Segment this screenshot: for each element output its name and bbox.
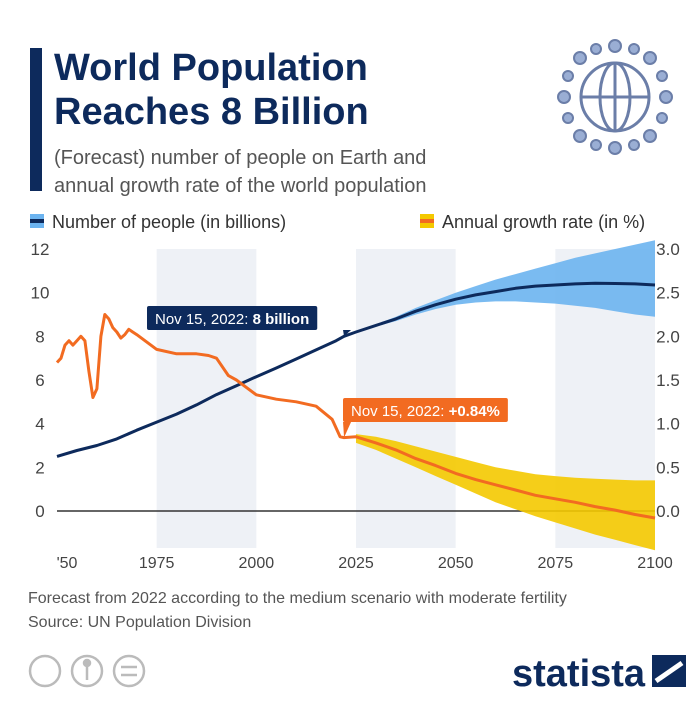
subtitle: (Forecast) number of people on Earth and (54, 147, 426, 169)
x-tick-label: '50 (57, 555, 78, 572)
x-tick-label: 2025 (338, 555, 374, 572)
y-tick-label: 0 (35, 502, 44, 521)
annotation: Nov 15, 2022: +0.84% (343, 398, 508, 438)
y-tick-label: 12 (31, 240, 50, 259)
y-tick-label: 4 (35, 415, 44, 434)
x-tick-label: 2075 (538, 555, 574, 572)
x-tick-label: 2000 (239, 555, 275, 572)
chart-title: World Population (54, 47, 368, 89)
x-tick-label: 2100 (637, 555, 673, 572)
annotation-text: Nov 15, 2022: 8 billion (155, 311, 309, 328)
y2-tick-label: 1.0 (656, 415, 680, 434)
note: Forecast from 2022 according to the medi… (28, 590, 567, 607)
legend-swatch-line (420, 219, 434, 223)
x-tick-label: 1975 (139, 555, 175, 572)
annotation: Nov 15, 2022: 8 billion (147, 306, 352, 337)
y2-tick-label: 0.5 (656, 458, 680, 477)
y2-tick-label: 2.0 (656, 327, 680, 346)
legend-label: Number of people (in billions) (52, 212, 286, 232)
title-bar (30, 48, 42, 191)
globe-icon (557, 39, 673, 155)
y2-tick-label: 0.0 (656, 502, 680, 521)
annotation-value: 8 billion (253, 311, 310, 328)
annotation-pointer (343, 422, 352, 438)
brand-mark (652, 655, 686, 687)
uncertainty-band (356, 240, 655, 332)
annotation-label: Nov 15, 2022: (155, 311, 248, 328)
chart-title: Reaches 8 Billion (54, 91, 369, 133)
legend-label: Annual growth rate (in %) (442, 212, 645, 232)
series-line (55, 313, 656, 520)
y-tick-label: 6 (35, 371, 44, 390)
legend-swatch-line (30, 219, 44, 223)
brand: statista (512, 653, 646, 695)
y-tick-label: 10 (31, 284, 50, 303)
annotation-value: +0.84% (449, 403, 500, 420)
source: Source: UN Population Division (28, 614, 251, 631)
license-icons (28, 654, 146, 688)
plot-area: '50 1975 2000 2025 2050 2075 2100 0 2 4 6 8 10 12 0.0 0… (30, 212, 680, 572)
y2-tick-label: 2.5 (656, 284, 680, 303)
y-tick-label: 2 (35, 458, 44, 477)
series-line (56, 281, 656, 458)
x-tick-label: 2050 (438, 555, 474, 572)
y2-tick-label: 3.0 (656, 240, 680, 259)
y-tick-label: 8 (35, 327, 44, 346)
annotation-pointer (343, 330, 352, 337)
annotation-box (147, 306, 318, 330)
y2-tick-label: 1.5 (656, 371, 680, 390)
annotation-box (343, 398, 508, 422)
annotation-text: Nov 15, 2022: +0.84% (351, 403, 500, 420)
subtitle: annual growth rate of the world populati… (54, 175, 426, 197)
annotation-label: Nov 15, 2022: (351, 403, 444, 420)
